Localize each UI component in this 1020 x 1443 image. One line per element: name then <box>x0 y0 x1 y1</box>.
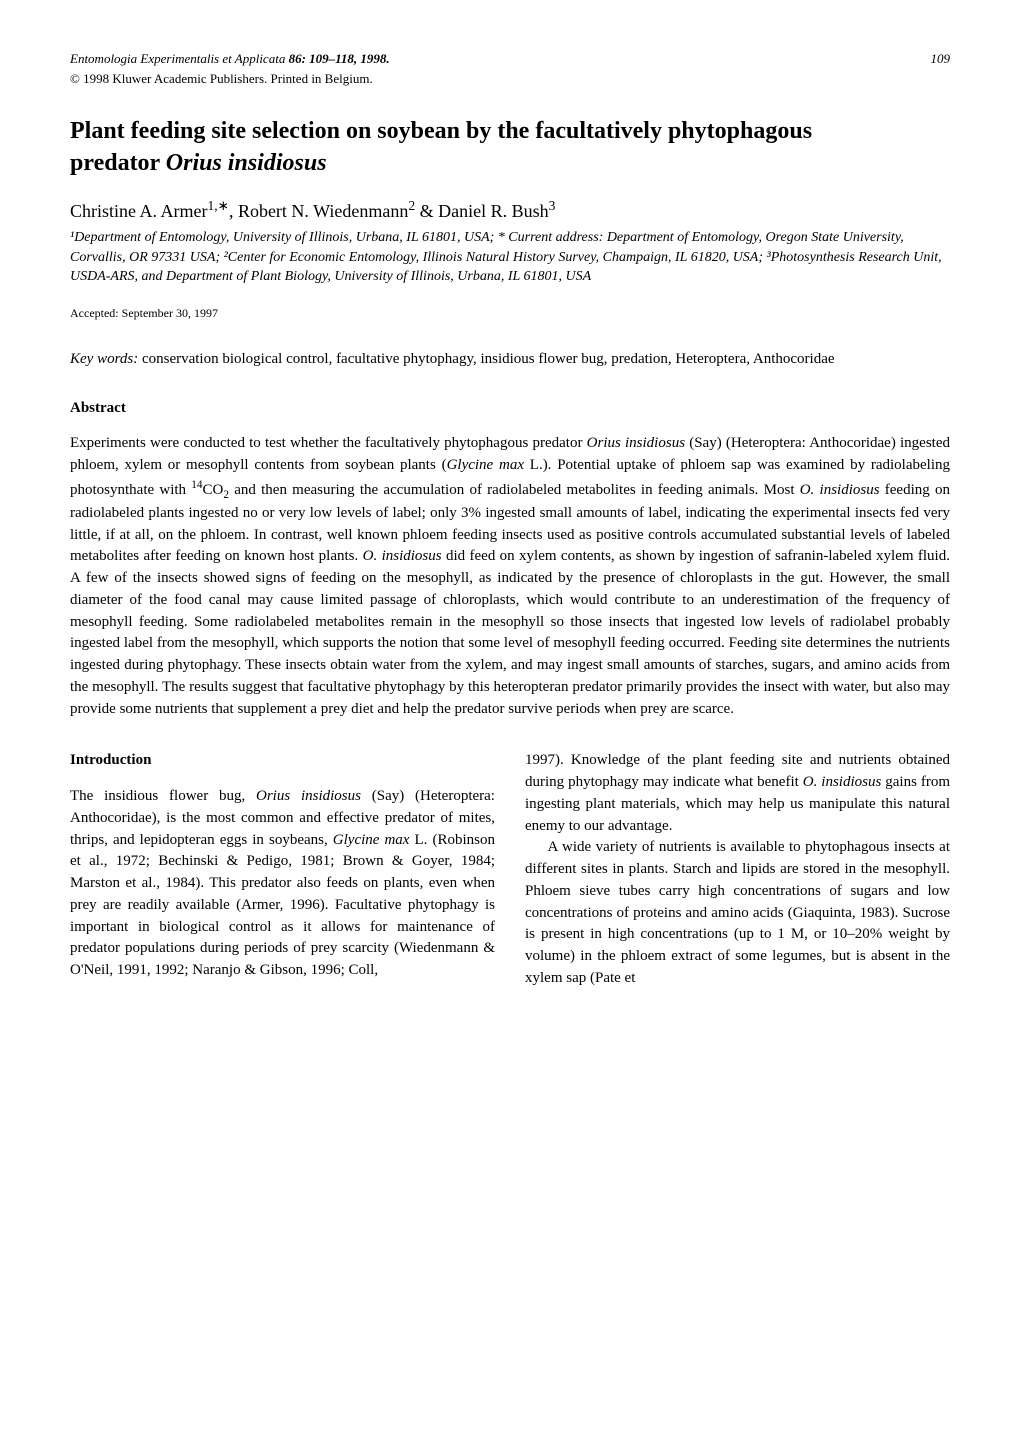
article-title: Plant feeding site selection on soybean … <box>70 116 950 178</box>
intro-r3: A wide variety of nutrients is available… <box>525 839 950 986</box>
author3-sup: 3 <box>549 198 556 213</box>
volume-pages: 86: 109–118, 1998. <box>289 51 390 66</box>
abstract-sp1: Orius insidiosus <box>587 435 685 451</box>
author1-sup: 1,∗ <box>208 198 229 213</box>
two-column-layout: Introduction The insidious flower bug, O… <box>70 750 950 989</box>
volume-pages-bold: 86: 109–118, 1998. <box>289 51 390 66</box>
keywords: Key words: conservation biological contr… <box>70 348 950 371</box>
affiliations-text: ¹Department of Entomology, University of… <box>70 230 942 284</box>
intro-para-right2: A wide variety of nutrients is available… <box>525 837 950 989</box>
title-species: Orius insidiosus <box>166 150 327 176</box>
intro-l3: L. (Robinson et al., 1972; Bechinski & P… <box>70 832 495 979</box>
abstract-body: Experiments were conducted to test wheth… <box>70 433 950 720</box>
keywords-label: Key words: <box>70 351 138 367</box>
accepted-date: Accepted: September 30, 1997 <box>70 305 950 322</box>
keywords-text: conservation biological control, faculta… <box>138 351 834 367</box>
abstract-t1: Experiments were conducted to test wheth… <box>70 435 587 451</box>
intro-lsp1: Orius insidiosus <box>256 788 361 804</box>
abstract-t4: and then measuring the accumulation of r… <box>229 482 800 498</box>
author-list: Christine A. Armer1,∗, Robert N. Wiedenm… <box>70 197 950 224</box>
abstract-heading: Abstract <box>70 398 950 419</box>
abstract-sp2: Glycine max <box>447 457 524 473</box>
intro-para-right1: 1997). Knowledge of the plant feeding si… <box>525 750 950 837</box>
right-column: 1997). Knowledge of the plant feeding si… <box>525 750 950 989</box>
author1: Christine A. Armer <box>70 201 208 221</box>
introduction-heading: Introduction <box>70 750 495 772</box>
journal-header: Entomologia Experimentalis et Applicata … <box>70 50 950 68</box>
abstract-sp3: O. insidiosus <box>800 482 880 498</box>
left-column: Introduction The insidious flower bug, O… <box>70 750 495 989</box>
abstract-sp4: O. insidiosus <box>363 548 442 564</box>
journal-name: Entomologia Experimentalis et Applicata <box>70 51 285 66</box>
author2: , Robert N. Wiedenmann <box>229 201 408 221</box>
copyright-line: © 1998 Kluwer Academic Publishers. Print… <box>70 70 950 88</box>
intro-lsp2: Glycine max <box>333 832 410 848</box>
title-line1: Plant feeding site selection on soybean … <box>70 118 812 144</box>
abstract-t6: did feed on xylem contents, as shown by … <box>70 548 950 716</box>
abstract-formula: 14CO2 <box>191 482 229 498</box>
title-line2-prefix: predator <box>70 150 166 176</box>
intro-rsp1: O. insidiosus <box>803 774 882 790</box>
copyright-text: © 1998 Kluwer Academic Publishers. Print… <box>70 71 373 86</box>
journal-citation: Entomologia Experimentalis et Applicata … <box>70 50 390 68</box>
author3: & Daniel R. Bush <box>415 201 549 221</box>
page-number: 109 <box>931 50 951 68</box>
intro-para-left: The insidious flower bug, Orius insidios… <box>70 786 495 982</box>
intro-l1: The insidious flower bug, <box>70 788 256 804</box>
affiliations: ¹Department of Entomology, University of… <box>70 228 950 287</box>
